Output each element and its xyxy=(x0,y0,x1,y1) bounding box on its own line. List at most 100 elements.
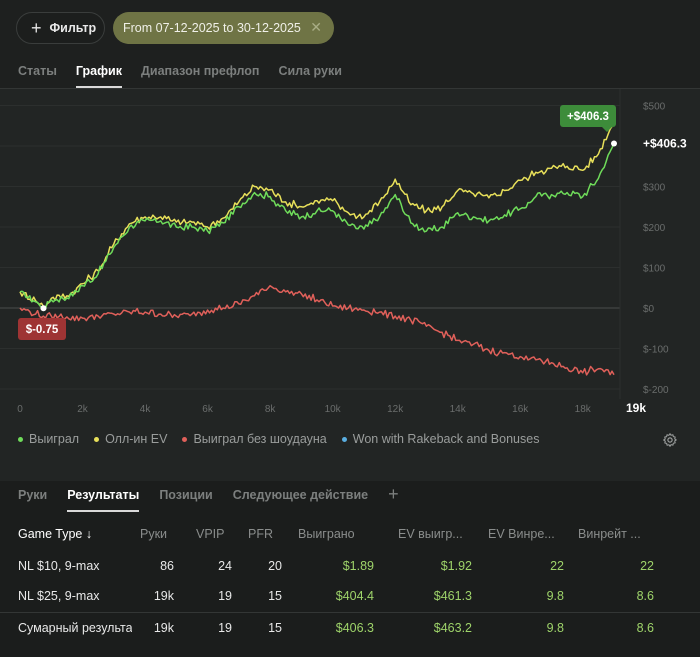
y-tick-label: $300 xyxy=(643,183,666,194)
cell-pfr: 15 xyxy=(268,589,282,604)
tab-hands[interactable]: Руки xyxy=(18,488,48,502)
results-tabs: Руки Результаты Позиции Следующее действ… xyxy=(18,484,399,512)
x-tick-label: 6k xyxy=(202,404,214,415)
cell-winrate: 22 xyxy=(640,558,654,573)
tab-results[interactable]: Результаты xyxy=(67,488,140,512)
date-range-chip[interactable]: From 07-12-2025 to 30-12-2025 ✕ xyxy=(113,12,334,44)
cell-ev-winrate: 22 xyxy=(550,558,564,573)
y-tick-label: $-200 xyxy=(643,385,669,396)
plus-icon: + xyxy=(31,18,42,38)
cell-hands: 19k xyxy=(132,611,174,644)
tab-positions[interactable]: Позиции xyxy=(159,488,213,502)
series-line-0 xyxy=(19,143,615,311)
legend-item-allin-ev[interactable]: Олл-ин EV xyxy=(94,432,167,446)
date-range-label: From 07-12-2025 to 30-12-2025 xyxy=(123,21,301,35)
table-header-row: Game Type ↓ Руки VPIP PFR Выиграно EV вы… xyxy=(0,518,700,550)
series-line-1 xyxy=(19,120,615,308)
y-tick-label: $100 xyxy=(643,264,666,275)
cell-won: $1.89 xyxy=(342,558,374,573)
column-header-vpip[interactable]: VPIP xyxy=(196,527,225,541)
x-tick-label: 4k xyxy=(140,404,152,415)
table-row[interactable]: NL $25, 9-max 19k 19 15 $404.4 $461.3 9.… xyxy=(0,581,700,612)
column-header-ev-winrate[interactable]: EV Винре... xyxy=(488,527,555,541)
cell-hands: 19k xyxy=(153,589,174,604)
cell-pfr: 15 xyxy=(232,611,282,644)
x-tick-label: 2k xyxy=(77,404,89,415)
chart-legend: Выиграл Олл-ин EV Выиграл без шоудауна W… xyxy=(18,432,554,446)
max-value-badge xyxy=(560,105,616,127)
column-header-ev-won[interactable]: EV выигр... xyxy=(398,527,463,541)
series-layer xyxy=(19,120,615,376)
max-badge-pointer xyxy=(602,127,612,132)
column-header-game-type[interactable]: Game Type ↓ xyxy=(18,527,93,541)
top-bar: + Фильтр From 07-12-2025 to 30-12-2025 ✕… xyxy=(0,0,700,88)
end-point-marker xyxy=(611,140,617,147)
cell-hands: 86 xyxy=(160,558,174,573)
x-axis-labels: 0 2k 4k 6k 8k 10k 12k 14k 16k 18k 19k xyxy=(17,401,646,415)
y-tick-label: $-100 xyxy=(643,345,669,356)
add-tab-button[interactable]: + xyxy=(388,484,399,504)
column-header-won[interactable]: Выиграно xyxy=(298,527,355,541)
x-end-label: 19k xyxy=(626,401,646,415)
min-point-marker xyxy=(40,305,47,312)
y-tick-label: $0 xyxy=(643,304,655,315)
cell-ev-won: $1.92 xyxy=(440,558,472,573)
min-value-badge xyxy=(18,318,66,340)
legend-item-non-showdown[interactable]: Выиграл без шоудауна xyxy=(182,432,327,446)
cell-ev-winrate: 9.8 xyxy=(472,611,564,644)
results-table: Game Type ↓ Руки VPIP PFR Выиграно EV вы… xyxy=(0,518,700,644)
cell-vpip: 19 xyxy=(174,611,232,644)
filter-label: Фильтр xyxy=(49,21,97,35)
tab-preflop-range[interactable]: Диапазон префлоп xyxy=(140,64,260,78)
cell-won: $406.3 xyxy=(282,611,374,644)
legend-dot-icon xyxy=(18,436,23,442)
column-header-hands[interactable]: Руки xyxy=(140,527,168,541)
x-tick-label: 10k xyxy=(325,404,342,415)
tabs-divider xyxy=(0,88,700,89)
column-header-winrate[interactable]: Винрейт ... xyxy=(578,527,641,541)
cell-game-type: NL $25, 9-max xyxy=(18,589,100,604)
y-tick-label: $500 xyxy=(643,102,666,113)
cell-pfr: 20 xyxy=(268,558,282,573)
cell-won: $404.4 xyxy=(335,589,374,604)
column-header-pfr[interactable]: PFR xyxy=(248,527,273,541)
legend-item-rakeback[interactable]: Won with Rakeback and Bonuses xyxy=(341,432,540,446)
series-line-2 xyxy=(19,284,615,376)
y-axis-labels: $500 $300 $200 $100 $0 $-100 $-200 xyxy=(643,102,669,397)
tab-stats[interactable]: Статы xyxy=(18,64,57,78)
legend-label: Won with Rakeback and Bonuses xyxy=(352,432,540,446)
y-tick-label: $200 xyxy=(643,223,666,234)
cell-vpip: 24 xyxy=(218,558,232,573)
chart-panel xyxy=(0,89,700,481)
tab-hand-strength[interactable]: Сила руки xyxy=(278,64,342,78)
cell-ev-won: $461.3 xyxy=(433,589,472,604)
x-tick-label: 0 xyxy=(17,404,23,415)
legend-label: Выиграл без шоудауна xyxy=(193,432,327,446)
main-tabs: Статы График Диапазон префлоп Сила руки xyxy=(18,64,361,88)
grid-layer xyxy=(0,89,621,399)
end-value-label: +$406.3 xyxy=(643,136,687,150)
x-tick-label: 14k xyxy=(450,404,467,415)
x-tick-label: 16k xyxy=(512,404,529,415)
gear-icon[interactable] xyxy=(662,432,678,448)
cell-ev-winrate: 9.8 xyxy=(546,589,564,604)
tab-next-action[interactable]: Следующее действие xyxy=(232,488,369,502)
tab-graph[interactable]: График xyxy=(75,64,123,88)
x-tick-label: 8k xyxy=(265,404,277,415)
max-value-label: +$406.3 xyxy=(567,111,609,123)
filter-button[interactable]: + Фильтр xyxy=(16,12,105,44)
x-tick-label: 18k xyxy=(575,404,592,415)
legend-label: Выиграл xyxy=(29,432,80,446)
cell-vpip: 19 xyxy=(218,589,232,604)
legend-dot-icon xyxy=(94,436,100,442)
legend-item-won[interactable]: Выиграл xyxy=(18,432,79,446)
x-tick-label: 12k xyxy=(387,404,404,415)
table-total-row[interactable]: Сумарный результат 19k 19 15 $406.3 $463… xyxy=(0,611,700,644)
table-row[interactable]: NL $10, 9-max 86 24 20 $1.89 $1.92 22 22 xyxy=(0,550,700,581)
legend-dot-icon xyxy=(182,436,188,442)
legend-label: Олл-ин EV xyxy=(105,432,168,446)
winnings-chart[interactable]: $500 $300 $200 $100 $0 $-100 $-200 0 2k 4k 6k 8k 10… xyxy=(0,89,700,429)
cell-ev-won: $463.2 xyxy=(374,611,472,644)
cell-winrate: 8.6 xyxy=(636,589,654,604)
close-icon[interactable]: ✕ xyxy=(310,19,322,35)
